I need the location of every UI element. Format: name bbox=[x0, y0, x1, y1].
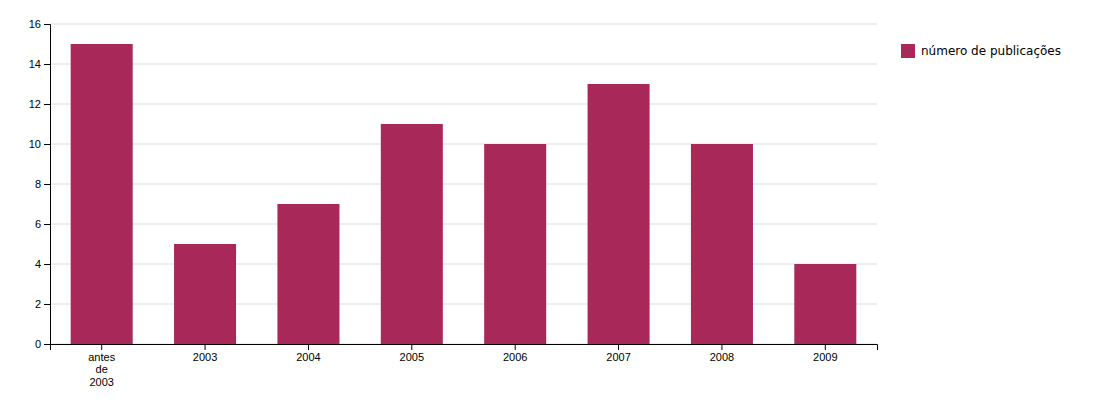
y-axis: 0 2 4 6 8 10 12 14 16 bbox=[29, 18, 51, 350]
y-tick-label: 2 bbox=[35, 298, 41, 310]
y-tick: 6 bbox=[35, 218, 50, 230]
x-tick-mark bbox=[721, 344, 722, 350]
chart-svg: 0246810121416antesde20032003200420052006… bbox=[0, 0, 1117, 408]
x-tick-label: 2009 bbox=[813, 351, 837, 363]
plot-area: 0246810121416antesde20032003200420052006… bbox=[29, 18, 878, 388]
x-tick-label: 2005 bbox=[400, 351, 424, 363]
y-tick-mark bbox=[44, 104, 50, 105]
y-axis-line bbox=[44, 25, 51, 345]
y-tick: 0 bbox=[35, 338, 50, 350]
grid-line bbox=[50, 64, 877, 65]
chart-container: 0246810121416antesde20032003200420052006… bbox=[0, 0, 1117, 408]
y-tick-mark bbox=[44, 24, 50, 25]
grid-line bbox=[50, 104, 877, 105]
x-tick-label: 2004 bbox=[296, 351, 320, 363]
x-tick-label-line: 2007 bbox=[606, 351, 630, 363]
y-tick-mark bbox=[44, 344, 50, 345]
bar bbox=[381, 124, 443, 344]
legend-label: número de publicações bbox=[921, 44, 1061, 58]
x-tick-label-line: de bbox=[96, 363, 108, 375]
x-tick: 2009 bbox=[813, 344, 837, 363]
y-tick-label: 8 bbox=[35, 178, 41, 190]
y-tick: 8 bbox=[35, 178, 50, 190]
x-axis: antesde20032003200420052006200720082009 bbox=[51, 344, 878, 388]
y-tick-mark bbox=[44, 144, 50, 145]
grid-line bbox=[50, 24, 877, 25]
bar-series bbox=[71, 44, 857, 344]
x-tick-label-line: 2004 bbox=[296, 351, 320, 363]
y-tick-label: 12 bbox=[29, 98, 41, 110]
x-tick: antesde2003 bbox=[88, 344, 115, 388]
x-tick-mark bbox=[825, 344, 826, 350]
x-tick-label: 2008 bbox=[710, 351, 734, 363]
x-tick-label-line: 2006 bbox=[503, 351, 527, 363]
x-tick-mark bbox=[515, 344, 516, 350]
x-tick-label: 2007 bbox=[606, 351, 630, 363]
legend-item: número de publicações bbox=[901, 44, 1061, 58]
x-tick-mark bbox=[618, 344, 619, 350]
bar bbox=[484, 144, 546, 344]
bars bbox=[71, 44, 857, 344]
y-tick-label: 4 bbox=[35, 258, 41, 270]
x-tick-label: antesde2003 bbox=[88, 351, 115, 388]
x-tick-label-line: antes bbox=[88, 351, 115, 363]
legend: número de publicações bbox=[901, 44, 1061, 58]
y-tick-mark bbox=[44, 64, 50, 65]
y-tick: 4 bbox=[35, 258, 50, 270]
x-tick-mark bbox=[205, 344, 206, 350]
bar bbox=[588, 84, 650, 344]
y-tick-label: 6 bbox=[35, 218, 41, 230]
y-tick-label: 16 bbox=[29, 18, 41, 30]
y-tick: 14 bbox=[29, 58, 50, 70]
x-tick-label: 2006 bbox=[503, 351, 527, 363]
bar bbox=[71, 44, 133, 344]
x-tick-label-line: 2005 bbox=[400, 351, 424, 363]
y-tick-mark bbox=[44, 264, 50, 265]
x-tick: 2008 bbox=[710, 344, 734, 363]
x-tick: 2003 bbox=[193, 344, 217, 363]
y-tick: 10 bbox=[29, 138, 50, 150]
bar bbox=[174, 244, 236, 344]
x-tick-label-line: 2009 bbox=[813, 351, 837, 363]
legend-swatch bbox=[901, 44, 915, 58]
y-tick: 2 bbox=[35, 298, 50, 310]
y-tick: 16 bbox=[29, 18, 50, 30]
x-tick-mark bbox=[308, 344, 309, 350]
bar bbox=[794, 264, 856, 344]
y-tick-mark bbox=[44, 304, 50, 305]
x-tick-mark bbox=[411, 344, 412, 350]
grid bbox=[50, 24, 877, 344]
bar bbox=[691, 144, 753, 344]
y-tick-mark bbox=[44, 224, 50, 225]
x-tick-label-line: 2003 bbox=[193, 351, 217, 363]
x-axis-line bbox=[51, 345, 878, 351]
x-tick: 2004 bbox=[296, 344, 320, 363]
y-tick-label: 14 bbox=[29, 58, 41, 70]
x-tick-label-line: 2003 bbox=[89, 376, 113, 388]
x-tick: 2006 bbox=[503, 344, 527, 363]
y-tick-label: 0 bbox=[35, 338, 41, 350]
x-tick-label-line: 2008 bbox=[710, 351, 734, 363]
y-tick: 12 bbox=[29, 98, 50, 110]
bar bbox=[277, 204, 339, 344]
x-tick-mark bbox=[101, 344, 102, 350]
x-tick: 2005 bbox=[400, 344, 424, 363]
y-tick-label: 10 bbox=[29, 138, 41, 150]
x-tick: 2007 bbox=[606, 344, 630, 363]
x-tick-label: 2003 bbox=[193, 351, 217, 363]
y-tick-mark bbox=[44, 184, 50, 185]
